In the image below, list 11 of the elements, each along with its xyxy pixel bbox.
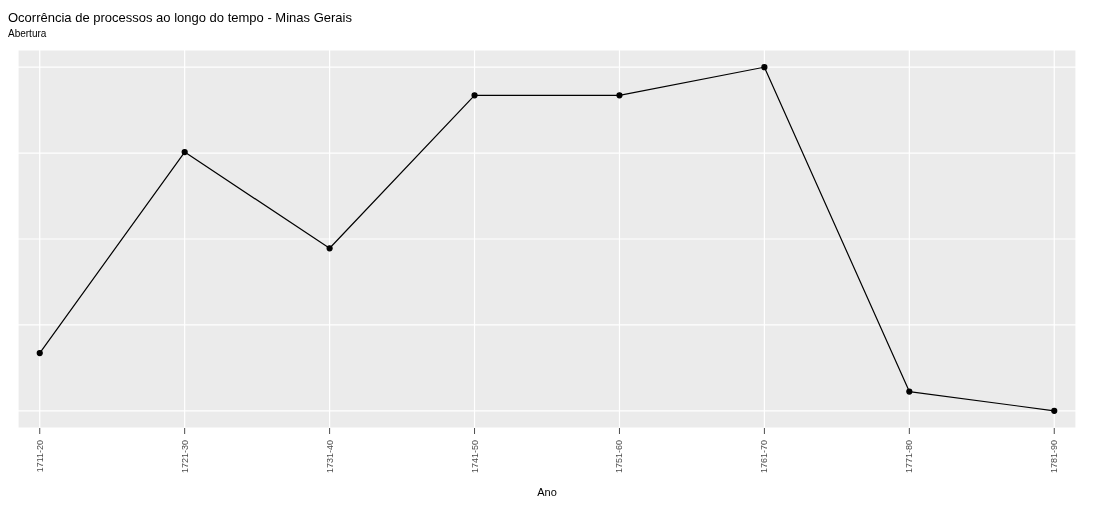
x-tick-label: 1761-70 bbox=[759, 440, 770, 474]
chart-subtitle: Abertura bbox=[8, 28, 47, 39]
x-tick-label: 1731-40 bbox=[324, 440, 335, 474]
chart-title: Ocorrência de processos ao longo do tempo - Minas Gerais bbox=[8, 10, 352, 25]
x-tick-label: 1771-80 bbox=[904, 440, 915, 474]
x-tick-label: 1781-90 bbox=[1049, 440, 1060, 474]
x-tick-label: 1741-50 bbox=[469, 440, 480, 474]
x-tick-label: 1721-30 bbox=[179, 440, 190, 474]
x-tick-label: 1711-20 bbox=[34, 440, 45, 473]
x-tick-label: 1751-60 bbox=[614, 440, 625, 474]
x-axis-title: Ano bbox=[537, 486, 557, 498]
